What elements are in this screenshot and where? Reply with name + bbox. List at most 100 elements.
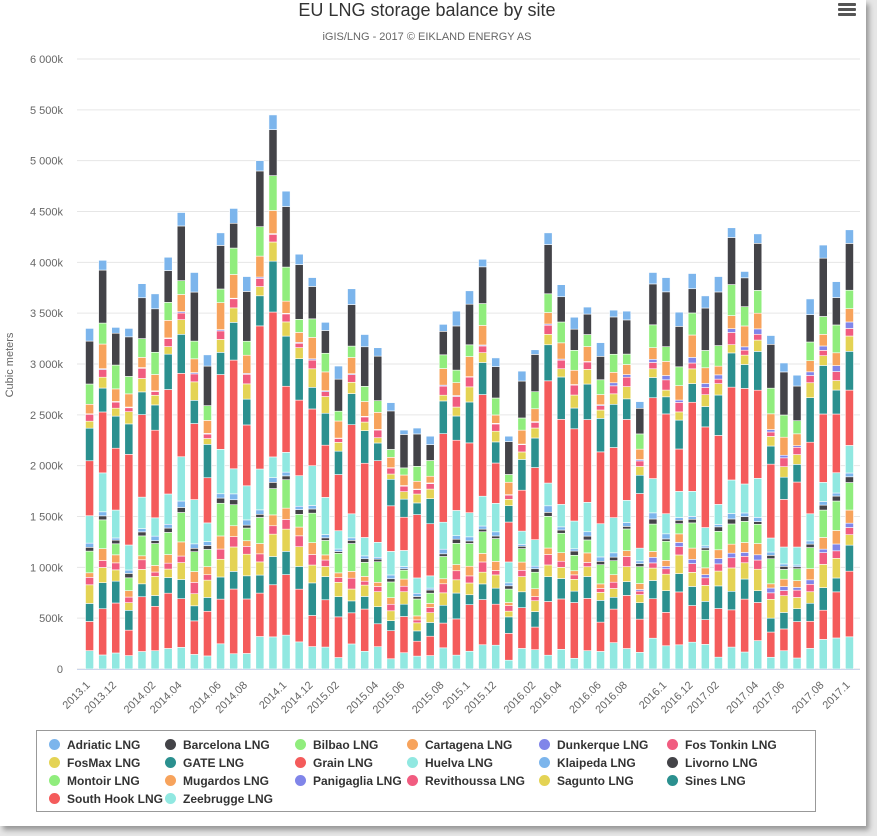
bar-segment [438,604,448,624]
bar-segment [268,488,278,516]
legend-item[interactable]: Bilbao LNG [295,737,378,753]
bar-segment [137,596,147,652]
bar-segment [700,387,710,396]
bar-segment [216,643,225,670]
bar-segment [216,598,225,645]
bar-segment [347,393,356,426]
bar-segment [281,452,291,473]
legend-item[interactable]: Livorno LNG [667,755,758,771]
legend-item[interactable]: FosMax LNG [49,755,140,771]
bar-segment [137,555,147,561]
bar-segment [412,598,422,617]
bar-segment [452,406,461,417]
bar-segment [596,588,605,593]
legend-item[interactable]: Adriatic LNG [49,737,140,753]
bar-segment [543,244,553,295]
bar-segment [111,407,121,417]
bar-segment [661,375,671,381]
bar-segment [740,521,749,543]
bar-segment [478,553,487,563]
bar-segment [805,591,815,604]
bar-segment [831,591,841,639]
bar-segment [674,573,684,593]
bar-segment [635,407,645,435]
bar-segment [386,505,396,552]
bar-segment [242,519,252,526]
bar-segment [661,361,671,376]
bar-segment [740,364,749,389]
bar-segment [805,441,815,515]
bar-segment [687,491,697,517]
bar-segment [111,447,121,511]
legend-item[interactable]: Grain LNG [295,755,373,771]
hamburger-menu-icon[interactable] [838,3,856,19]
bar-segment [176,512,186,543]
bar-segment [85,420,94,429]
legend-item[interactable]: Revithoussa LNG [407,773,525,789]
bar-segment [766,387,776,415]
bar-segment [596,556,605,562]
bar-segment [714,558,723,565]
bar-segment [216,558,225,578]
legend-item[interactable]: Mugardos LNG [165,773,269,789]
legend-item[interactable]: South Hook LNG [49,791,163,807]
legend-item[interactable]: Fos Tonkin LNG [667,737,777,753]
bar-segment [845,482,854,511]
bar-segment [779,454,789,459]
legend-item[interactable]: Panigaglia LNG [295,773,402,789]
bar-segment [661,612,671,647]
bar-segment [452,618,461,656]
bar-segment [766,537,776,553]
bar-segment [203,477,212,524]
bar-segment [714,608,723,658]
bar-segment [176,647,186,670]
bar-segment [321,646,330,670]
bar-segment [373,623,383,647]
bar-segment [242,398,252,426]
bar-segment [190,654,199,670]
bar-segment [792,580,802,588]
bar-segment [543,512,553,517]
bar-segment [583,650,592,670]
legend-item[interactable]: Zeebrugge LNG [165,791,273,807]
bar-segment [307,337,317,360]
bar-segment [648,362,658,370]
legend-item[interactable]: Sagunto LNG [539,773,634,789]
bar-segment [818,482,828,502]
bar-segment [674,385,684,401]
bar-segment [321,330,330,354]
bar-segment [727,567,736,592]
legend-item[interactable]: Montoir LNG [49,773,140,789]
bar-stack [412,427,422,670]
legend-item[interactable]: Dunkerque LNG [539,737,648,753]
bar-segment [229,274,239,299]
bar-segment [268,234,278,243]
legend-item[interactable]: Barcelona LNG [165,737,270,753]
bar-segment [556,284,566,298]
legend-item[interactable]: GATE LNG [165,755,244,771]
legend-item[interactable]: Sines LNG [667,773,746,789]
legend-item[interactable]: Cartagena LNG [407,737,512,753]
bar-segment [727,386,736,481]
legend-item[interactable]: Klaipeda LNG [539,755,636,771]
bar-stack [727,227,736,670]
bar-segment [229,359,239,470]
bar-segment [438,433,448,523]
bar-segment [452,382,461,396]
bar-stack [818,244,828,670]
legend-item[interactable]: Huelva LNG [407,755,493,771]
bar-segment [740,271,749,279]
bar-segment [268,210,278,234]
bar-segment [556,296,566,323]
bar-stack [321,322,330,670]
bar-segment [740,578,749,600]
bar-segment [596,523,605,558]
bar-segment [176,579,186,599]
bar-segment [766,592,776,600]
bar-segment [294,505,304,510]
legend-label: Sagunto LNG [557,774,634,788]
bar-segment [687,288,697,314]
bar-segment [661,533,671,540]
bar-segment [740,512,749,517]
bar-segment [700,619,710,645]
